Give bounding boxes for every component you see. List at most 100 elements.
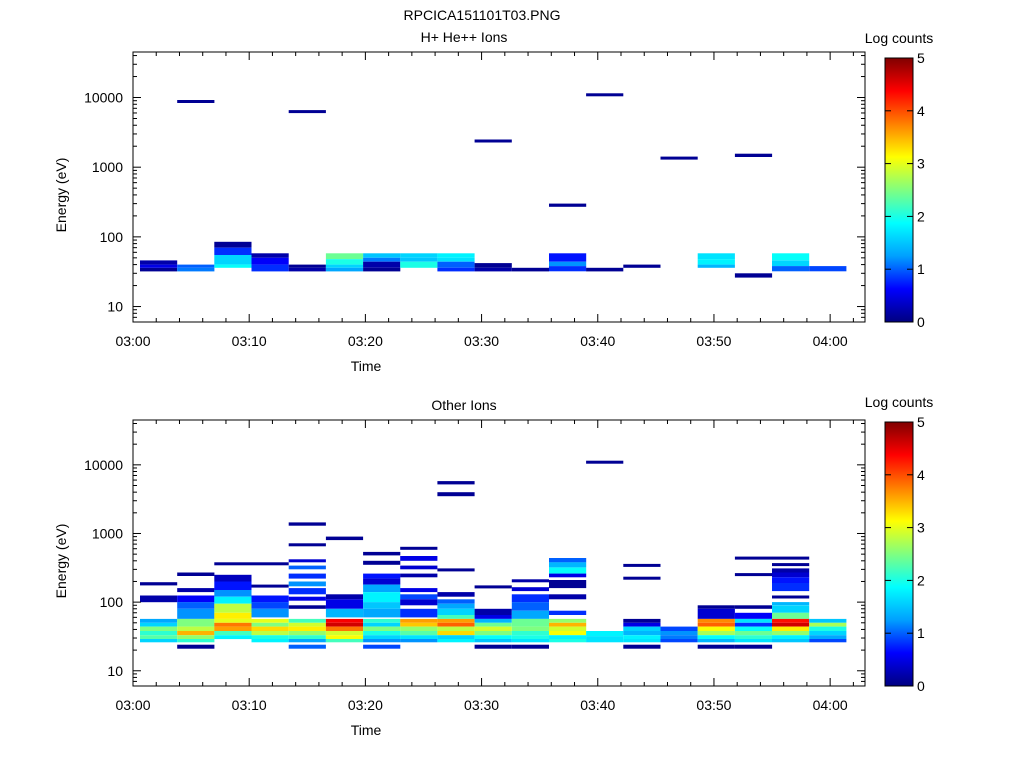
heatmap-cell — [363, 267, 401, 272]
colorbar-tick-label: 2 — [917, 208, 925, 224]
heatmap-cell — [474, 139, 512, 143]
heatmap-cell — [660, 631, 698, 636]
heatmap-cell — [437, 626, 475, 631]
heatmap-cell — [325, 536, 364, 541]
heatmap-cell — [809, 635, 847, 640]
x-tick-label: 03:30 — [464, 697, 499, 713]
heatmap-cell — [474, 618, 512, 623]
heatmap-cell — [400, 608, 438, 618]
heatmap-cell — [325, 635, 364, 640]
heatmap-cell — [772, 563, 810, 567]
heatmap-cell — [288, 573, 326, 579]
heatmap-cell — [734, 573, 773, 577]
heatmap-cell — [511, 267, 549, 272]
heatmap-cell — [325, 622, 364, 627]
heatmap-cell — [251, 618, 289, 623]
heatmap-cell — [288, 110, 326, 114]
heatmap-cell — [734, 622, 773, 627]
heatmap-cell — [288, 622, 326, 627]
heatmap-cell — [697, 608, 735, 619]
y-tick-label: 10000 — [84, 90, 123, 106]
heatmap-cell — [251, 635, 289, 640]
heatmap-cell — [177, 618, 215, 627]
heatmap-cell — [363, 639, 401, 643]
heatmap-cell — [623, 264, 661, 268]
heatmap-cell — [325, 626, 364, 631]
heatmap-cell — [288, 644, 326, 649]
heatmap-cell — [474, 639, 512, 643]
heatmap-cell — [474, 622, 512, 627]
heatmap-cell — [400, 565, 438, 570]
heatmap-cell — [586, 460, 624, 464]
heatmap-cell — [400, 573, 438, 578]
heatmap-cell — [772, 626, 810, 631]
heatmap-cell — [549, 573, 587, 578]
heatmap-cell — [177, 602, 215, 609]
heatmap-cell — [177, 626, 215, 631]
heatmap-cell — [734, 635, 773, 640]
heatmap-cell — [697, 253, 735, 259]
heatmap-cell — [734, 605, 773, 609]
heatmap-cell — [288, 267, 326, 272]
heatmap-cell — [325, 599, 364, 609]
heatmap-cell — [400, 261, 438, 268]
heatmap-cell — [437, 568, 475, 572]
heatmap-cell — [363, 618, 401, 623]
heatmap-cell — [140, 260, 178, 265]
heatmap-cell — [772, 577, 810, 583]
heatmap-cell — [177, 595, 215, 603]
heatmap-cell — [549, 594, 587, 600]
heatmap-cell — [809, 631, 847, 636]
colorbar-tick-label: 0 — [917, 314, 925, 330]
heatmap-cell — [623, 626, 661, 631]
heatmap-cell — [325, 264, 364, 268]
heatmap-cell — [437, 257, 475, 262]
heatmap-cell — [549, 639, 587, 643]
heatmap-cell — [214, 574, 252, 582]
heatmap-cell — [214, 581, 252, 591]
heatmap-cell — [474, 585, 512, 589]
heatmap-cell — [549, 266, 587, 272]
heatmap-cells — [140, 93, 847, 278]
colorbar-tick-label: 4 — [917, 103, 925, 119]
x-tick-label: 03:30 — [464, 333, 499, 349]
heatmap-cell — [288, 596, 326, 601]
heatmap-cell — [177, 608, 215, 619]
heatmap-cell — [214, 264, 252, 268]
heatmap-cell — [288, 543, 326, 547]
heatmap-cell — [363, 635, 401, 640]
heatmap-cell — [363, 602, 401, 609]
y-tick-label: 10000 — [84, 457, 123, 473]
heatmap-cell — [511, 635, 549, 640]
heatmap-cell — [325, 259, 364, 265]
heatmap-cell — [363, 626, 401, 631]
heatmap-cell — [214, 626, 252, 631]
heatmap-cell — [586, 631, 624, 637]
heatmap-cell — [288, 581, 326, 587]
heatmap-cell — [177, 644, 215, 649]
colorbar-tick-label: 2 — [917, 572, 925, 588]
heatmap-cell — [772, 595, 810, 599]
heatmap-cell — [623, 622, 661, 627]
heatmap-cell — [251, 622, 289, 627]
heatmap-cell — [288, 635, 326, 640]
heatmap-cell — [325, 608, 364, 618]
heatmap-cell — [549, 567, 587, 574]
heatmap-cell — [251, 631, 289, 636]
heatmap-cell — [437, 253, 475, 258]
heatmap-cell — [734, 631, 773, 636]
heatmap-cell — [549, 580, 587, 589]
heatmap-cell — [809, 618, 847, 623]
heatmap-cell — [140, 618, 178, 623]
heatmap-cell — [400, 594, 438, 600]
heatmap-cell — [437, 631, 475, 636]
heatmap-cell — [400, 618, 438, 623]
heatmap-cell — [772, 605, 810, 613]
heatmap-cell — [363, 253, 401, 258]
heatmap-cell — [214, 562, 252, 566]
heatmap-cell — [474, 263, 512, 268]
heatmap-cell — [809, 626, 847, 631]
heatmap-cell — [400, 588, 438, 593]
heatmap-cell — [363, 584, 401, 593]
heatmap-cell — [474, 267, 512, 272]
